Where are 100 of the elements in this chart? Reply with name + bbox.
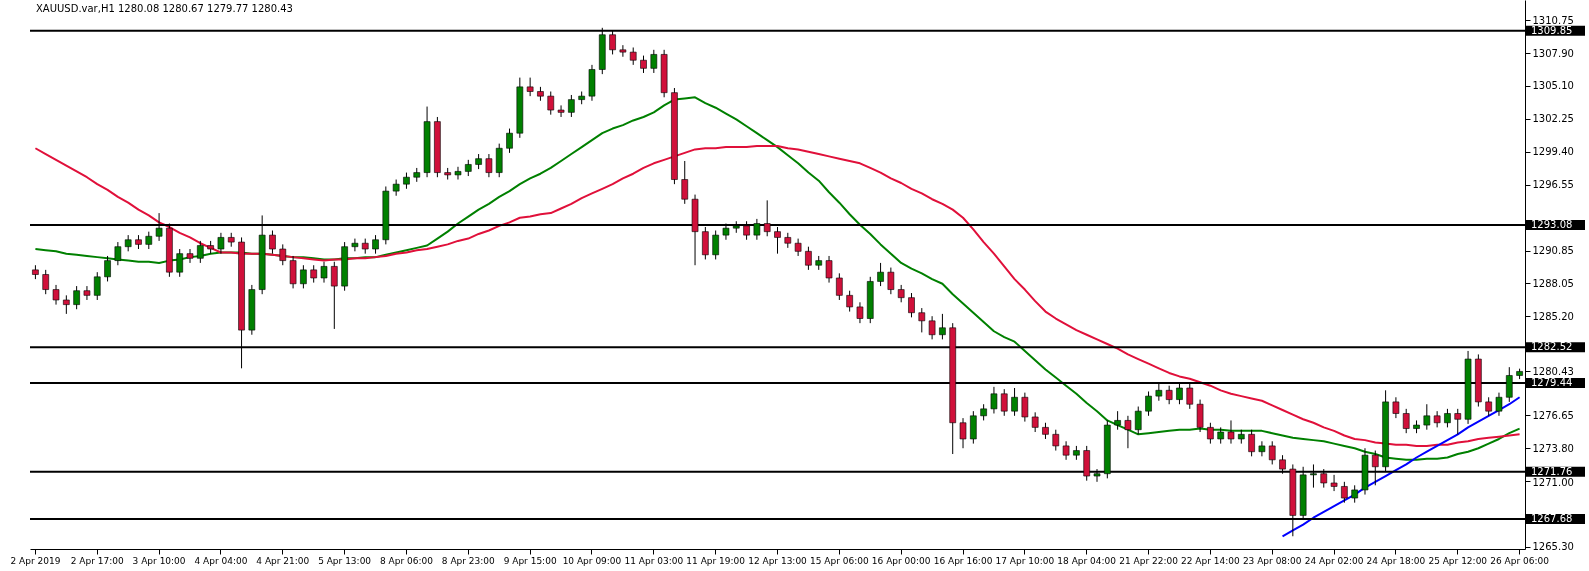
x-tick-label: 15 Apr 06:00 bbox=[810, 555, 869, 566]
candlestick bbox=[1402, 408, 1410, 434]
candlestick bbox=[372, 234, 379, 255]
x-tick-label: 3 Apr 10:00 bbox=[132, 555, 186, 566]
candlestick bbox=[93, 271, 101, 301]
candlestick bbox=[269, 229, 276, 255]
candlestick bbox=[279, 243, 287, 266]
candlestick bbox=[939, 313, 946, 340]
x-tick-label: 4 Apr 21:00 bbox=[256, 555, 310, 566]
candlestick bbox=[300, 264, 307, 289]
candlestick bbox=[568, 94, 575, 118]
ref-line-label: 1271.76 bbox=[1531, 465, 1573, 477]
y-tick-label: 1288.05 bbox=[1532, 277, 1574, 289]
x-tick-label: 24 Apr 18:00 bbox=[1366, 555, 1426, 566]
candlestick bbox=[825, 255, 833, 284]
candlestick bbox=[856, 301, 864, 324]
candlestick bbox=[42, 269, 50, 295]
x-tick-label: 9 Apr 15:00 bbox=[503, 555, 557, 566]
candlestick bbox=[836, 272, 843, 301]
candlestick bbox=[877, 262, 884, 287]
x-tick-label: 4 Apr 04:00 bbox=[194, 555, 248, 566]
candlestick bbox=[1052, 429, 1060, 452]
candlestick bbox=[1392, 396, 1400, 419]
candlestick bbox=[526, 77, 534, 97]
y-tick-label: 1273.80 bbox=[1532, 442, 1574, 454]
x-tick-label: 26 Apr 06:00 bbox=[1490, 555, 1550, 566]
ref-line-label: 1309.85 bbox=[1531, 24, 1573, 36]
x-tick-label: 23 Apr 08:00 bbox=[1242, 555, 1302, 566]
candlestick bbox=[1062, 440, 1070, 461]
candlestick bbox=[970, 410, 977, 445]
x-tick-label: 25 Apr 12:00 bbox=[1428, 555, 1488, 566]
candlestick bbox=[681, 160, 689, 205]
y-tick-label: 1280.43 bbox=[1532, 365, 1574, 377]
y-tick-label: 1271.00 bbox=[1532, 476, 1574, 488]
candlestick bbox=[392, 179, 400, 197]
y-tick-label: 1296.55 bbox=[1532, 179, 1574, 191]
candlestick bbox=[1258, 440, 1266, 457]
candlestick bbox=[104, 255, 111, 282]
line-series bbox=[1281, 396, 1521, 538]
x-tick-label: 22 Apr 14:00 bbox=[1181, 555, 1240, 566]
x-tick-label: 12 Apr 13:00 bbox=[748, 555, 808, 566]
candlestick bbox=[1227, 419, 1235, 445]
candlestick bbox=[114, 241, 122, 266]
candlestick bbox=[186, 248, 194, 264]
y-tick-label: 1265.30 bbox=[1532, 541, 1574, 553]
candlestick bbox=[1124, 415, 1132, 449]
candlestick bbox=[1433, 410, 1441, 428]
candlestick bbox=[1000, 388, 1008, 417]
candlestick bbox=[1134, 406, 1142, 435]
candlestick bbox=[887, 267, 895, 295]
chart-title: XAUUSD.var,H1 1280.08 1280.67 1279.77 1280.43 bbox=[36, 3, 293, 14]
candlestick bbox=[1330, 474, 1338, 492]
candlestick bbox=[176, 248, 184, 278]
candlestick bbox=[959, 417, 967, 449]
y-tick-label: 1276.65 bbox=[1532, 409, 1574, 421]
candlestick bbox=[1021, 392, 1029, 423]
ref-line-label: 1293.08 bbox=[1531, 218, 1573, 230]
candlestick bbox=[1196, 399, 1204, 433]
candlestick bbox=[805, 246, 812, 271]
candlestick bbox=[1495, 392, 1503, 417]
x-tick-label: 17 Apr 10:00 bbox=[995, 555, 1055, 566]
y-tick-label: 1307.90 bbox=[1532, 47, 1574, 59]
candlestick bbox=[63, 294, 70, 315]
candlestick bbox=[712, 229, 719, 260]
candlestick bbox=[217, 232, 225, 255]
candlestick bbox=[990, 386, 998, 414]
candlestick bbox=[1485, 396, 1492, 417]
candlestick bbox=[454, 166, 462, 181]
y-tick-label: 1299.40 bbox=[1532, 146, 1574, 158]
x-tick-label: 11 Apr 03:00 bbox=[624, 555, 684, 566]
candlestick bbox=[485, 153, 493, 178]
candlestick bbox=[197, 240, 204, 264]
ref-line-label: 1279.44 bbox=[1531, 376, 1573, 388]
y-tick-label: 1290.85 bbox=[1532, 245, 1574, 257]
ref-line-label: 1282.52 bbox=[1531, 341, 1573, 353]
candlestick bbox=[320, 261, 328, 284]
candlestick bbox=[1114, 410, 1121, 431]
x-tick-label: 2 Apr 2019 bbox=[10, 555, 61, 566]
candlestick bbox=[928, 315, 936, 340]
candlestick bbox=[52, 284, 60, 306]
candlestick bbox=[1031, 411, 1039, 433]
candlestick bbox=[1248, 429, 1255, 457]
candlestick bbox=[1454, 408, 1462, 435]
x-tick-label: 21 Apr 22:00 bbox=[1119, 555, 1179, 566]
candlestick bbox=[619, 44, 627, 58]
candlestick bbox=[1341, 481, 1348, 504]
candlestick bbox=[547, 91, 555, 116]
x-tick-label: 11 Apr 19:00 bbox=[686, 555, 746, 566]
candlestick bbox=[83, 285, 91, 301]
candlestick bbox=[1165, 385, 1173, 405]
candlestick bbox=[506, 128, 513, 154]
candlestick bbox=[1145, 390, 1152, 417]
y-tick-label: 1310.75 bbox=[1532, 14, 1574, 26]
x-tick-label: 16 Apr 16:00 bbox=[933, 555, 993, 566]
x-tick-label: 2 Apr 17:00 bbox=[70, 555, 124, 566]
ref-line-label: 1267.68 bbox=[1531, 513, 1573, 525]
x-tick-label: 18 Apr 04:00 bbox=[1057, 555, 1117, 566]
candlestick bbox=[794, 238, 802, 257]
candlestick bbox=[73, 285, 80, 310]
x-tick-label: 8 Apr 06:00 bbox=[379, 555, 434, 566]
